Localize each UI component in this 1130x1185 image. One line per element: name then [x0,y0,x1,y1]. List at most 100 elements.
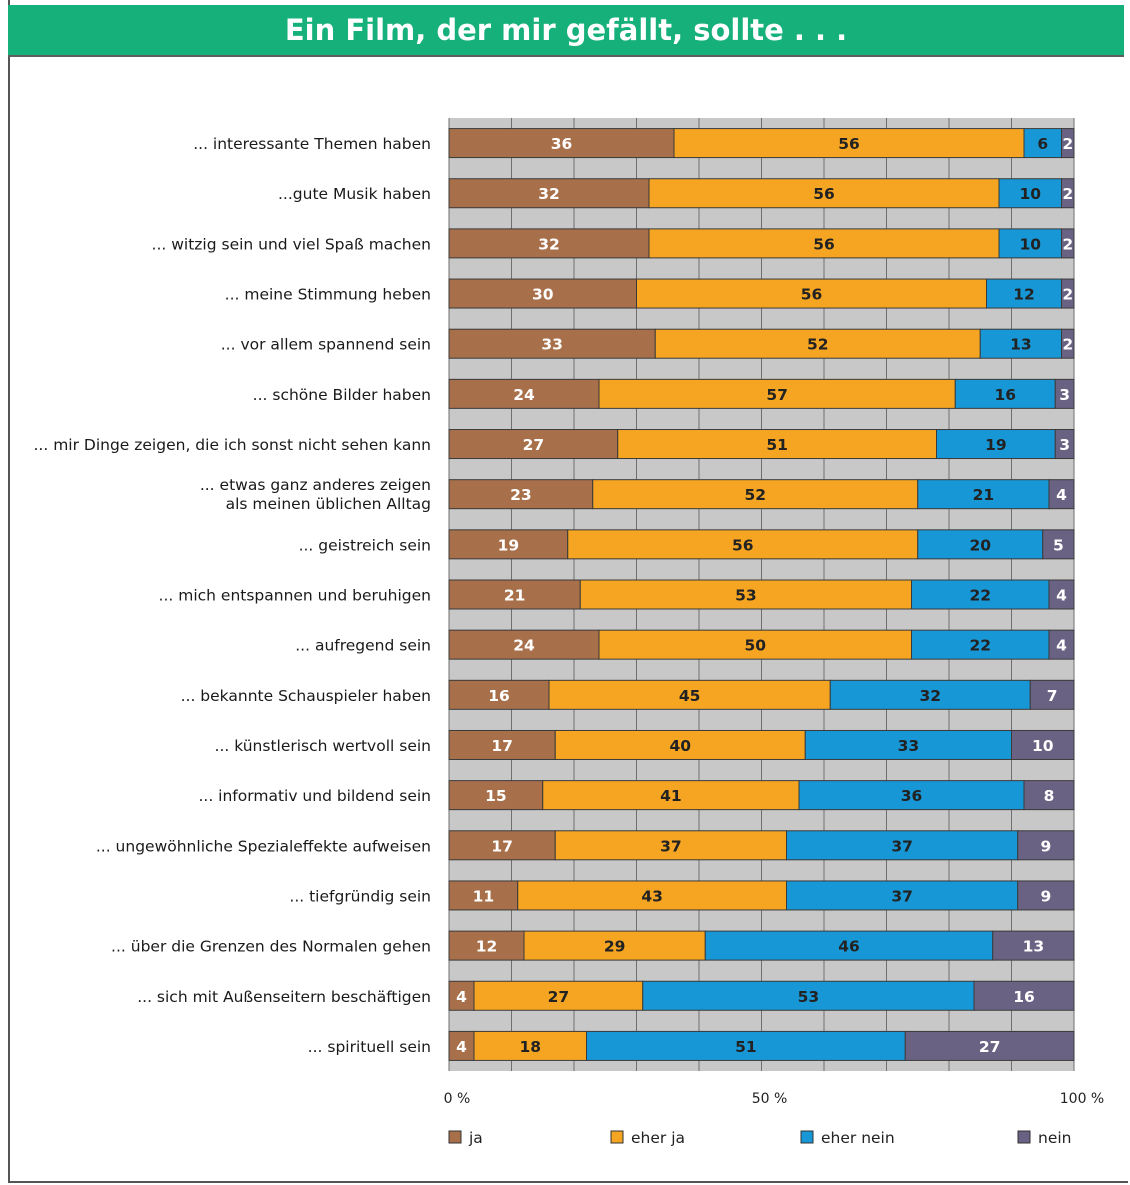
bar-segment-nein [1048,579,1075,610]
bar-segment-eher-ja [473,1030,587,1061]
legend-swatch [610,1130,624,1144]
data-label: 15 [485,787,507,805]
bar-segment-ja [448,178,650,209]
data-label: 12 [1013,286,1035,304]
data-label: 19 [498,536,520,554]
data-label: 46 [838,938,860,956]
data-label: 4 [1056,637,1067,655]
data-label: 41 [660,787,682,805]
data-label: 51 [766,436,788,454]
bar-segment-nein [1017,830,1075,861]
data-label: 2 [1062,135,1073,153]
data-label: 16 [488,687,510,705]
data-label: 2 [1062,185,1073,203]
legend-label: eher ja [631,1129,685,1147]
category-label: ... sich mit Außenseitern beschäftigen [137,988,431,1006]
category-label: ... informativ und bildend sein [198,787,431,805]
bar-segment-eher-nein [979,328,1062,359]
data-label: 9 [1040,837,1051,855]
data-label: 40 [669,737,691,755]
category-label: ... witzig sein und viel Spaß machen [152,235,431,253]
bar-segment-eher-nein [1023,128,1062,159]
data-label: 17 [491,737,513,755]
bar-segment-ja [448,830,556,861]
bar-segment-nein [1061,178,1075,209]
bar-segment-ja [448,579,581,610]
category-label: ... bekannte Schauspieler haben [181,687,431,705]
bar-segment-nein [1061,228,1075,259]
data-label: 4 [456,1038,467,1056]
data-label: 45 [679,687,701,705]
data-label: 6 [1037,135,1048,153]
data-label: 17 [491,837,513,855]
category-label: ... mir Dinge zeigen, die ich sonst nich… [33,436,431,454]
bar-segment-ja [448,880,519,911]
data-label: 50 [744,637,766,655]
legend-swatch [448,1130,462,1144]
data-label: 33 [541,336,563,354]
legend-label: nein [1038,1129,1072,1147]
bar-segment-nein [973,980,1075,1011]
category-label: ... vor allem spannend sein [221,336,431,354]
bar-segment-nein [1061,328,1075,359]
bar-segment-ja [448,729,556,760]
bar-segment-eher-nein [642,980,975,1011]
bar-segment-nein [1029,679,1075,710]
data-label: 56 [801,286,823,304]
legend-label: eher nein [821,1129,895,1147]
bar-segment-ja [448,429,619,460]
category-label: ... meine Stimmung heben [225,286,431,304]
bar-segment-ja [448,780,544,811]
data-label: 37 [660,837,682,855]
bar-segment-eher-ja [523,930,706,961]
bar-segment-eher-ja [548,679,831,710]
data-label: 27 [548,988,570,1006]
bar-segment-nein [1061,278,1075,309]
bar-segment-eher-nein [786,830,1019,861]
data-label: 18 [519,1038,541,1056]
data-label: 37 [891,837,913,855]
bar-segment-eher-nein [704,930,994,961]
category-label: ... etwas ganz anderes zeigen als meinen … [200,476,431,513]
bar-segment-nein [1054,378,1075,409]
bar-segment-nein [1023,780,1075,811]
bar-segment-ja [448,930,525,961]
bar-segment-eher-ja [598,629,912,660]
data-label: 32 [919,687,941,705]
data-label: 13 [1010,336,1032,354]
data-label: 2 [1062,286,1073,304]
bar-segment-nein [1011,729,1075,760]
data-label: 27 [979,1038,1001,1056]
bar-segment-eher-nein [986,278,1062,309]
data-label: 12 [476,938,498,956]
data-label: 3 [1059,436,1070,454]
bar-segment-nein [1061,128,1075,159]
bar-segment-eher-nein [586,1030,906,1061]
category-label: ... mich entspannen und beruhigen [159,587,431,605]
data-label: 4 [1056,587,1067,605]
bar-segment-eher-ja [654,328,981,359]
data-label: 2 [1062,336,1073,354]
chart-frame [8,0,1128,1183]
data-label: 2 [1062,235,1073,253]
data-label: 8 [1044,787,1055,805]
bar-segment-eher-nein [798,780,1025,811]
data-label: 36 [551,135,573,153]
data-label: 19 [985,436,1007,454]
bar-segment-eher-ja [473,980,644,1011]
category-label: ... interessante Themen haben [193,135,431,153]
bar-segment-eher-ja [617,429,937,460]
data-label: 43 [641,887,663,905]
data-label: 3 [1059,386,1070,404]
x-tick-label: 0 % [444,1091,471,1107]
data-label: 9 [1040,887,1051,905]
data-label: 22 [969,587,991,605]
data-label: 56 [838,135,860,153]
bar-segment-eher-ja [554,729,806,760]
bar-segment-nein [1048,479,1075,510]
legend-label: ja [468,1129,483,1147]
category-label: ... tiefgründig sein [289,887,431,905]
data-label: 24 [513,386,535,404]
data-label: 56 [732,536,754,554]
